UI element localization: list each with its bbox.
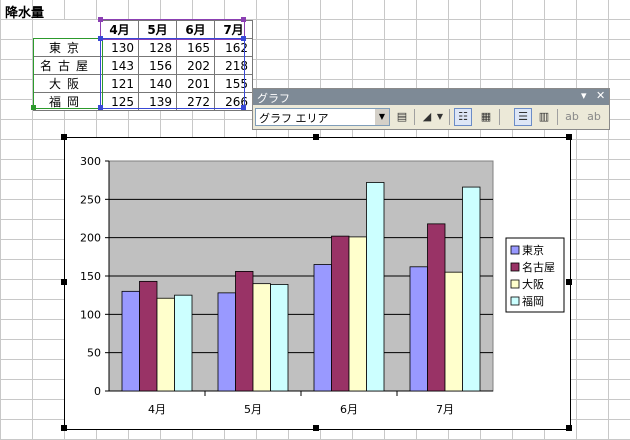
bar[interactable] (427, 223, 446, 392)
value-cell[interactable]: 162 (214, 38, 253, 57)
angle-text-upward-icon[interactable]: ab (587, 110, 601, 123)
bar[interactable] (348, 236, 367, 392)
city-cell[interactable]: 福岡 (33, 92, 101, 111)
category-range-highlight[interactable] (100, 19, 245, 40)
value-cell[interactable]: 156 (138, 56, 177, 75)
y-tick-label: 150 (80, 270, 101, 283)
bar[interactable] (409, 266, 428, 392)
value-cell[interactable]: 202 (176, 56, 215, 75)
chart-resize-handle[interactable] (313, 134, 319, 140)
y-tick-label: 300 (80, 155, 101, 168)
chart-resize-handle[interactable] (566, 425, 572, 431)
data-table-icon[interactable]: ▦ (480, 110, 492, 123)
x-tick-label: 7月 (436, 403, 454, 416)
bar[interactable] (139, 280, 158, 392)
y-tick-label: 250 (80, 193, 101, 206)
chart-type-icon[interactable]: ◢ (422, 110, 432, 123)
legend-swatch (510, 245, 520, 255)
table-header-row: 4月 5月 6月 7月 (34, 20, 253, 39)
chart-resize-handle[interactable] (61, 279, 67, 285)
toolbar-row: グラフ エリア ▼ ▤ ◢ ▼ ☷ ▦ ☰ ▥ ab ab (255, 107, 607, 127)
toolbar-separator (557, 109, 558, 125)
city-cell[interactable]: 東京 (33, 38, 101, 57)
month-header[interactable]: 7月 (214, 20, 253, 39)
chart-resize-handle[interactable] (61, 134, 67, 140)
toolbar-options-icon[interactable]: ▾ (581, 89, 587, 102)
value-cell[interactable]: 140 (138, 74, 177, 93)
sheet-title: 降水量 (5, 6, 45, 21)
city-cell[interactable]: 名古屋 (33, 56, 101, 75)
data-table[interactable]: 4月 5月 6月 7月 東京 130 128 165 162 名古屋 143 1… (33, 20, 253, 111)
chart-resize-handle[interactable] (313, 425, 319, 431)
legend-icon[interactable]: ☷ (454, 108, 472, 126)
range-resize-handle[interactable] (241, 17, 246, 22)
series-name-range-highlight[interactable] (33, 38, 103, 109)
range-resize-handle[interactable] (241, 36, 246, 41)
by-column-icon[interactable]: ▥ (538, 110, 550, 123)
close-icon[interactable]: ✕ (596, 89, 606, 102)
x-tick-label: 4月 (148, 403, 166, 416)
table-row: 大阪 121 140 201 155 (33, 74, 253, 93)
bar[interactable] (313, 264, 332, 392)
bar[interactable] (121, 290, 140, 392)
bar[interactable] (174, 294, 193, 392)
y-tick-label: 0 (94, 385, 101, 398)
legend-swatch (510, 279, 520, 289)
chart-objects-select[interactable]: グラフ エリア ▼ (255, 108, 390, 126)
bar[interactable] (156, 297, 175, 392)
bar[interactable] (270, 284, 289, 392)
chart-resize-handle[interactable] (566, 134, 572, 140)
toolbar-titlebar[interactable]: グラフ ▾ ✕ (253, 89, 609, 105)
table-row: 福岡 125 139 272 266 (33, 92, 253, 111)
legend-swatch (510, 262, 520, 272)
y-tick-label: 100 (80, 308, 101, 321)
x-tick-label: 6月 (340, 403, 358, 416)
legend-label: 大阪 (522, 277, 544, 291)
legend-label: 福岡 (522, 294, 544, 308)
chevron-down-icon[interactable]: ▼ (436, 112, 444, 121)
by-row-icon[interactable]: ☰ (514, 108, 532, 126)
bar[interactable] (444, 271, 463, 392)
legend-swatch (510, 296, 520, 306)
legend-label: 東京 (522, 243, 544, 257)
value-cell[interactable]: 218 (214, 56, 253, 75)
format-selected-object-icon[interactable]: ▤ (396, 110, 408, 123)
chevron-down-icon[interactable]: ▼ (375, 109, 389, 125)
bar[interactable] (217, 292, 236, 392)
x-tick-label: 5月 (244, 403, 262, 416)
range-resize-handle[interactable] (98, 36, 103, 41)
bar[interactable] (462, 186, 481, 392)
y-tick-label: 200 (80, 232, 101, 245)
table-row: 名古屋 143 156 202 218 (33, 56, 253, 75)
range-resize-handle[interactable] (241, 105, 246, 110)
month-header[interactable]: 4月 (100, 20, 139, 39)
bar[interactable] (331, 235, 350, 392)
toolbar-title: グラフ (257, 92, 290, 105)
chart-area[interactable]: 0 50 100 150 200 250 300 4月 5月 6月 7月 東京名古屋大阪福岡 (64, 137, 571, 430)
range-resize-handle[interactable] (98, 17, 103, 22)
range-resize-handle[interactable] (31, 105, 36, 110)
chart-resize-handle[interactable] (61, 425, 67, 431)
value-cell[interactable]: 272 (176, 92, 215, 111)
range-resize-handle[interactable] (98, 105, 103, 110)
values-range-highlight[interactable] (100, 38, 245, 109)
toolbar-separator (499, 109, 500, 125)
chart-objects-value: グラフ エリア (259, 112, 329, 125)
bar[interactable] (235, 270, 254, 392)
chart-toolbar[interactable]: グラフ ▾ ✕ グラフ エリア ▼ ▤ ◢ ▼ ☷ ▦ ☰ ▥ ab ab (252, 88, 610, 130)
table-corner-cell[interactable] (34, 21, 101, 39)
chart-resize-handle[interactable] (566, 279, 572, 285)
y-tick-label: 50 (87, 347, 101, 360)
toolbar-separator (414, 109, 415, 125)
legend-label: 名古屋 (522, 260, 555, 274)
toolbar-separator (449, 109, 450, 125)
bar[interactable] (366, 182, 385, 392)
bar[interactable] (252, 283, 271, 392)
angle-text-downward-icon[interactable]: ab (565, 110, 579, 123)
value-cell[interactable]: 125 (100, 92, 139, 111)
